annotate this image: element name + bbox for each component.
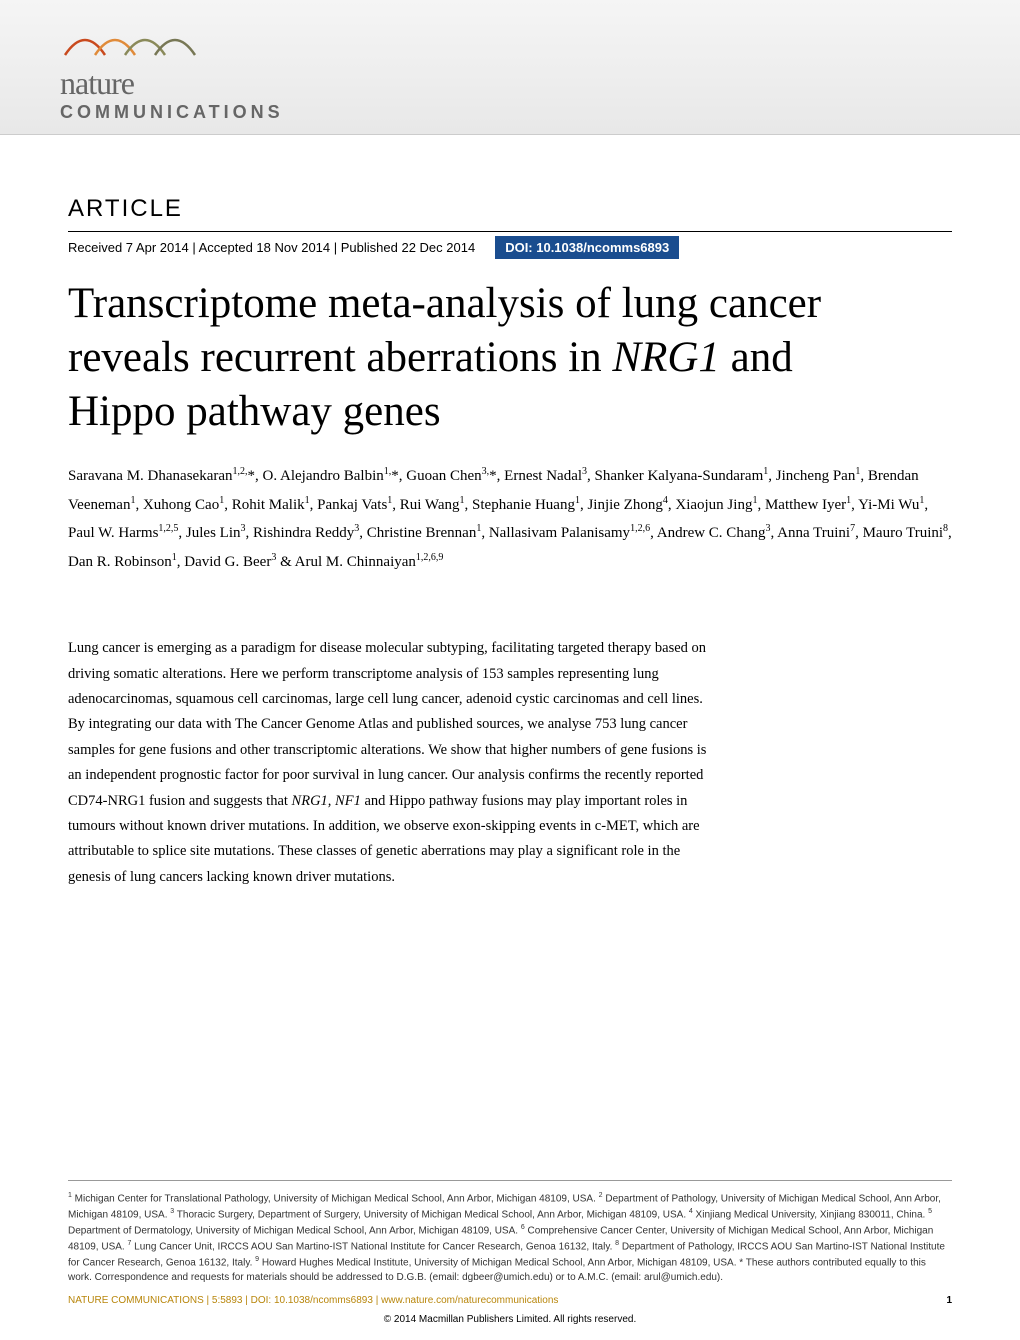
journal-logo: nature COMMUNICATIONS: [60, 20, 284, 123]
dates-doi-row: Received 7 Apr 2014 | Accepted 18 Nov 20…: [68, 231, 952, 259]
logo-swoosh-icon: [60, 20, 200, 60]
accepted-date: Accepted 18 Nov 2014: [199, 240, 331, 255]
author-list: Saravana M. Dhanasekaran1,2,*, O. Alejan…: [68, 462, 952, 576]
title-line3: Hippo pathway genes: [68, 388, 441, 435]
doi-badge[interactable]: DOI: 10.1038/ncomms6893: [495, 236, 679, 259]
title-line1: Transcriptome meta-analysis of lung canc…: [68, 280, 821, 327]
journal-header-band: nature COMMUNICATIONS: [0, 0, 1020, 135]
logo-text-nature: nature: [60, 65, 284, 102]
footer-citation: NATURE COMMUNICATIONS | 5:5893 | DOI: 10…: [68, 1295, 558, 1306]
title-line2-pre: reveals recurrent aberrations in: [68, 334, 612, 381]
abstract-gene-italic: NRG1, NF1: [292, 793, 361, 809]
affiliations-text: 1 Michigan Center for Translational Path…: [68, 1191, 952, 1285]
title-gene-italic: NRG1: [612, 334, 720, 381]
abstract-text: Lung cancer is emerging as a paradigm fo…: [68, 636, 708, 890]
article-type-label: ARTICLE: [68, 195, 952, 223]
logo-text-communications: COMMUNICATIONS: [60, 102, 284, 123]
published-date: Published 22 Dec 2014: [341, 240, 475, 255]
affiliations-block: 1 Michigan Center for Translational Path…: [68, 1180, 952, 1285]
abstract-part1: Lung cancer is emerging as a paradigm fo…: [68, 640, 706, 808]
received-date: Received 7 Apr 2014: [68, 240, 189, 255]
copyright-text: © 2014 Macmillan Publishers Limited. All…: [0, 1314, 1020, 1325]
page-footer: NATURE COMMUNICATIONS | 5:5893 | DOI: 10…: [0, 1295, 1020, 1325]
publication-dates: Received 7 Apr 2014 | Accepted 18 Nov 20…: [68, 240, 475, 255]
page-number: 1: [946, 1295, 952, 1306]
article-content: ARTICLE Received 7 Apr 2014 | Accepted 1…: [0, 135, 1020, 890]
title-line2-post: and: [720, 334, 793, 381]
article-title: Transcriptome meta-analysis of lung canc…: [68, 277, 952, 438]
